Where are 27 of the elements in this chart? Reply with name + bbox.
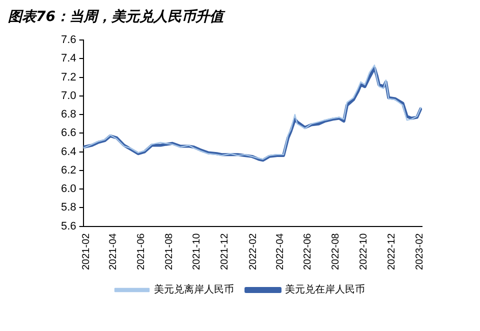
y-tick-label: 7.0 — [60, 90, 76, 102]
x-tick-label: 2022-10 — [358, 232, 370, 270]
y-tick-label: 7.2 — [60, 71, 76, 84]
y-tick-label: 6.2 — [60, 164, 76, 176]
y-tick-label: 7.4 — [60, 52, 76, 65]
x-tick-label: 2021-04 — [108, 232, 120, 270]
x-tick-label: 2022-06 — [302, 232, 314, 270]
chart-title: 图表76：当周，美元兑人民币升值 — [8, 8, 226, 26]
x-tick-label: 2022-02 — [248, 232, 259, 270]
legend-label: 美元兑在岸人民币 — [285, 284, 365, 296]
x-tick-label: 2022-12 — [386, 232, 398, 270]
x-tick-label: 2023-02 — [414, 232, 426, 270]
x-tick-label: 2021-10 — [192, 232, 203, 270]
x-tick-label: 2021-08 — [164, 232, 175, 270]
x-tick-label: 2021-12 — [220, 232, 231, 270]
y-tick-label: 6.8 — [60, 108, 76, 121]
y-tick-label: 5.8 — [60, 202, 76, 214]
x-tick-label: 2021-02 — [81, 232, 92, 270]
x-tick-label: 2021-06 — [136, 232, 147, 270]
y-tick-label: 6.6 — [60, 127, 76, 140]
y-tick-label: 5.6 — [60, 220, 76, 232]
y-tick-label: 6.4 — [60, 146, 76, 158]
x-tick-label: 2022-08 — [330, 232, 342, 270]
y-tick-label: 6.0 — [60, 183, 76, 196]
x-tick-label: 2022-04 — [274, 232, 286, 270]
y-tick-label: 7.6 — [60, 34, 76, 46]
legend-label: 美元兑离岸人民币 — [154, 284, 234, 296]
